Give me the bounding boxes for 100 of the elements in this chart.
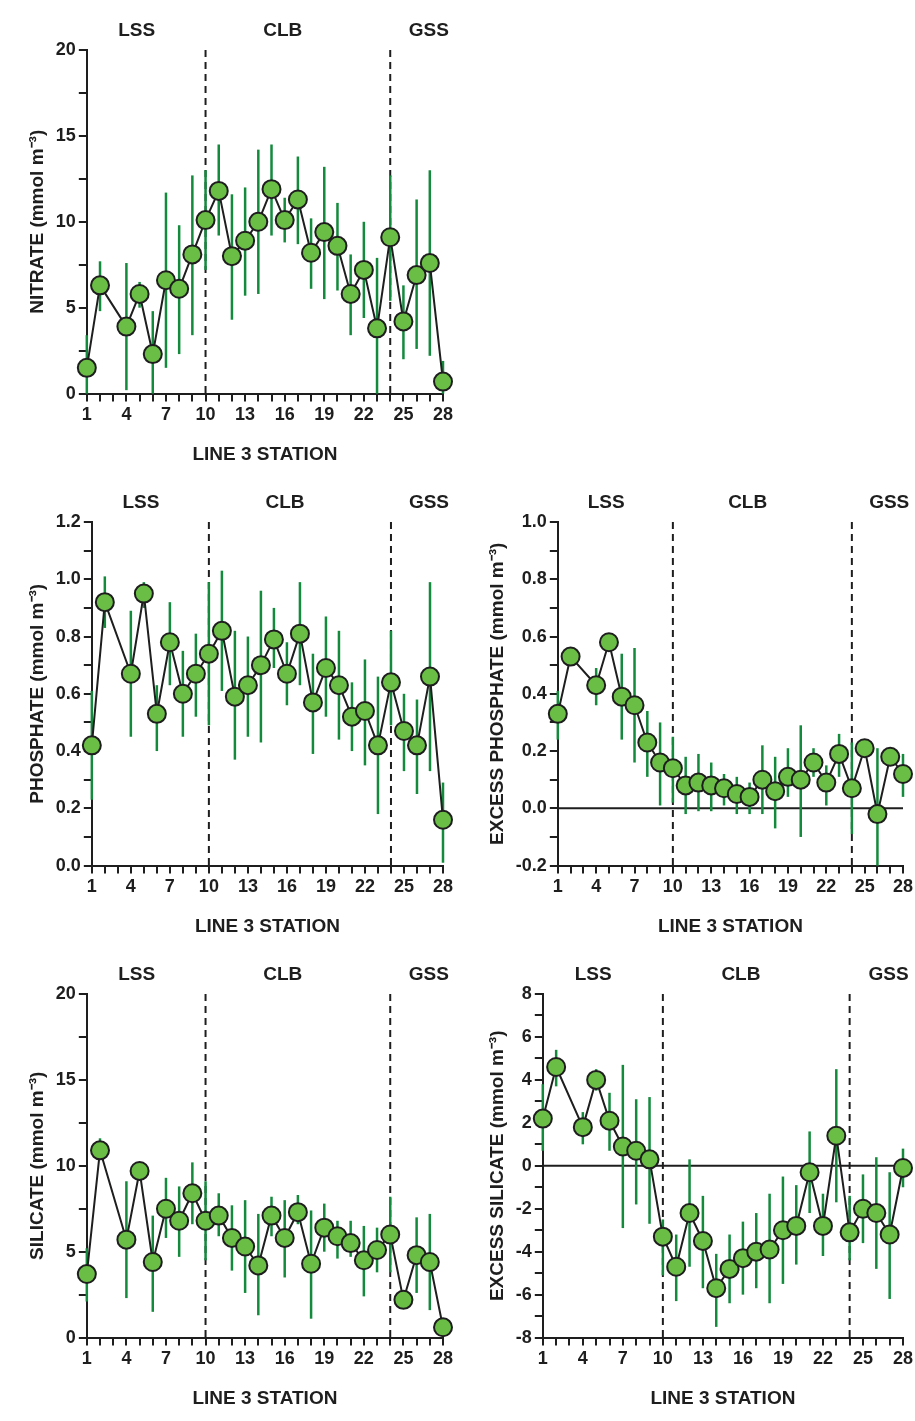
text: GSS [868, 962, 909, 984]
y-tick-label: -6 [515, 1283, 532, 1304]
x-tick-label: 25 [393, 876, 414, 897]
x-axis-title: LINE 3 STATION [192, 1386, 338, 1408]
y-tick-label: 5 [65, 1240, 76, 1261]
text: LSS [587, 490, 625, 512]
x-tick-label: 1 [537, 1348, 548, 1369]
x-tick-label: 22 [812, 1348, 833, 1369]
x-tick-label: 4 [121, 404, 132, 425]
y-tick-label: 0.8 [521, 568, 547, 589]
x-tick-label: 1 [81, 404, 92, 425]
y-tick-label: 10 [55, 210, 76, 231]
x-tick-label: 19 [777, 876, 798, 897]
text: CLB [728, 490, 768, 512]
y-tick-label: 8 [521, 982, 532, 1003]
y-tick-label: 0 [65, 1326, 76, 1347]
text: LSS [118, 962, 156, 984]
text: CLB [263, 962, 303, 984]
x-tick-label: 22 [353, 404, 374, 425]
y-axis-title: PHOSPHATE (mmol m⁻³) [25, 583, 47, 804]
x-tick-label: 16 [274, 404, 295, 425]
y-tick-label: 4 [521, 1068, 532, 1089]
x-axis-title: LINE 3 STATION [657, 914, 803, 936]
y-tick-label: 2 [521, 1111, 532, 1132]
y-tick-label: 15 [55, 124, 76, 145]
x-tick-label: 4 [125, 876, 136, 897]
x-tick-label: 28 [432, 876, 454, 897]
y-axis-title: SILICATE (mmol m⁻³) [25, 1071, 47, 1260]
x-tick-label: 28 [892, 1348, 914, 1369]
x-tick-label: 7 [629, 876, 640, 897]
y-tick-label: 1.2 [55, 510, 81, 531]
x-axis-title: LINE 3 STATION [192, 442, 338, 464]
text: CLB [721, 962, 761, 984]
x-tick-label: 13 [235, 404, 256, 425]
x-tick-label: 4 [121, 1348, 132, 1369]
x-tick-label: 13 [701, 876, 722, 897]
x-tick-label: 16 [276, 876, 297, 897]
x-tick-label: 10 [662, 876, 683, 897]
y-tick-label: 0.0 [55, 854, 81, 875]
y-tick-label: 0.6 [521, 625, 547, 646]
y-axis-title: EXCESS SILICATE (mmol m⁻³) [485, 1030, 507, 1302]
text: LSS [122, 490, 160, 512]
y-tick-label: -2 [515, 1197, 532, 1218]
x-tick-label: 16 [739, 876, 760, 897]
y-tick-label: -8 [515, 1326, 532, 1347]
y-tick-label: 0.4 [55, 740, 81, 761]
y-tick-label: 0.6 [55, 682, 81, 703]
x-axis-title: LINE 3 STATION [194, 914, 340, 936]
x-tick-label: 4 [577, 1348, 588, 1369]
y-tick-label: -4 [515, 1240, 532, 1261]
y-tick-label: 1.0 [55, 568, 81, 589]
y-tick-label: 10 [55, 1154, 76, 1175]
y-tick-label: 0.0 [521, 797, 547, 818]
x-tick-label: 25 [393, 1348, 414, 1369]
text: GSS [408, 962, 449, 984]
x-tick-label: 28 [432, 404, 454, 425]
x-tick-label: 28 [432, 1348, 454, 1369]
y-tick-label: 0.2 [521, 740, 547, 761]
x-tick-label: 19 [315, 876, 336, 897]
y-tick-label: 0 [65, 382, 76, 403]
x-tick-label: 10 [195, 1348, 216, 1369]
x-tick-label: 22 [816, 876, 837, 897]
text: CLB [263, 18, 303, 40]
y-axis-title: NITRATE (mmol m⁻³) [25, 129, 47, 314]
x-tick-label: 10 [198, 876, 219, 897]
x-tick-label: 10 [195, 404, 216, 425]
x-tick-label: 19 [772, 1348, 793, 1369]
x-tick-label: 25 [854, 876, 875, 897]
x-tick-label: 1 [552, 876, 563, 897]
text: GSS [408, 490, 450, 512]
x-tick-label: 19 [314, 404, 335, 425]
y-tick-label: 0.2 [55, 797, 81, 818]
x-tick-label: 25 [852, 1348, 873, 1369]
text: GSS [408, 18, 449, 40]
text: CLB [265, 490, 305, 512]
y-tick-label: 20 [55, 982, 76, 1003]
text: LSS [118, 18, 156, 40]
y-tick-label: 6 [521, 1025, 532, 1046]
y-tick-label: 0.8 [55, 625, 81, 646]
x-tick-label: 7 [160, 1348, 171, 1369]
y-tick-label: -0.2 [515, 854, 547, 875]
x-tick-label: 19 [314, 1348, 335, 1369]
x-tick-label: 13 [692, 1348, 713, 1369]
x-tick-label: 13 [237, 876, 258, 897]
y-tick-label: 20 [55, 38, 76, 59]
x-tick-label: 4 [591, 876, 602, 897]
x-tick-label: 1 [86, 876, 97, 897]
text: LSS [574, 962, 612, 984]
y-axis-title: EXCESS PHOSPHATE (mmol m⁻³) [485, 542, 507, 845]
x-tick-label: 22 [354, 876, 375, 897]
x-tick-label: 7 [164, 876, 175, 897]
x-axis-title: LINE 3 STATION [650, 1386, 796, 1408]
x-tick-label: 13 [235, 1348, 256, 1369]
x-tick-label: 28 [892, 876, 914, 897]
y-tick-label: 0 [521, 1154, 532, 1175]
x-tick-label: 25 [393, 404, 414, 425]
x-tick-label: 7 [160, 404, 171, 425]
x-tick-label: 7 [617, 1348, 628, 1369]
x-tick-label: 22 [353, 1348, 374, 1369]
y-tick-label: 15 [55, 1068, 76, 1089]
